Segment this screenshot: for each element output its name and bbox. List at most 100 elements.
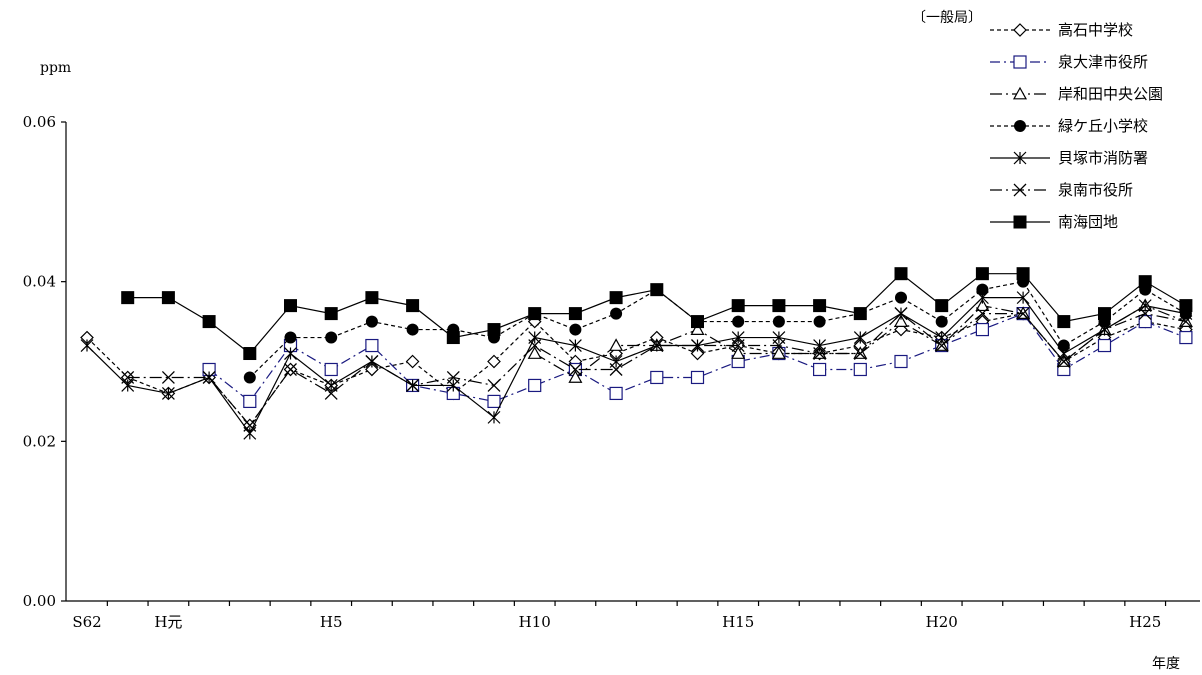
series-line <box>249 280 1187 378</box>
legend-marker <box>1014 120 1026 132</box>
data-point <box>243 418 257 432</box>
data-point <box>527 346 542 359</box>
data-point <box>1016 291 1030 305</box>
data-point <box>1138 275 1152 289</box>
data-point <box>487 354 501 369</box>
x-tick-label: H20 <box>926 613 958 631</box>
data-point <box>487 378 501 392</box>
data-point <box>121 371 135 384</box>
data-point <box>405 354 420 369</box>
data-point <box>243 347 257 361</box>
data-point <box>1098 307 1111 321</box>
data-point <box>121 291 135 305</box>
data-point <box>813 315 826 328</box>
legend-label: 貝塚市消防署 <box>1058 149 1148 167</box>
data-point <box>690 370 705 385</box>
data-point <box>568 363 582 376</box>
data-point <box>935 339 949 352</box>
data-point <box>690 346 705 361</box>
legend-label: 岸和田中央公園 <box>1058 85 1163 103</box>
y-tick-label: 0.04 <box>23 273 56 291</box>
data-point <box>1057 315 1071 329</box>
data-point <box>732 315 745 328</box>
data-point <box>1016 267 1030 281</box>
data-point <box>894 307 908 321</box>
series-7 <box>121 267 1193 361</box>
axes: 0.00 0.02 0.04 0.06 S62 H元 H5 H10 H15 H20 H25 <box>23 113 1200 631</box>
data-point <box>325 331 338 344</box>
data-point <box>161 371 175 384</box>
data-point <box>650 370 664 385</box>
data-point <box>161 387 175 400</box>
data-point <box>202 315 216 329</box>
data-point <box>161 291 175 305</box>
data-point <box>1097 338 1112 353</box>
data-point <box>406 299 420 313</box>
legend-entry: 高石中学校 <box>990 21 1133 39</box>
data-point <box>731 299 745 313</box>
y-tick-label: 0.02 <box>23 432 56 450</box>
legend-entry: 岸和田中央公園 <box>990 85 1163 103</box>
series-layer <box>80 267 1193 440</box>
x-tick-label: H5 <box>320 613 343 631</box>
data-point <box>365 355 379 368</box>
data-point <box>1138 307 1152 321</box>
data-point <box>324 307 338 321</box>
data-point <box>894 267 908 281</box>
data-point <box>976 283 989 296</box>
data-point <box>772 299 786 313</box>
data-point <box>609 338 624 351</box>
x-axis-label: 年度 <box>1152 656 1180 672</box>
data-point <box>487 394 501 409</box>
data-point <box>446 371 460 384</box>
data-point <box>772 339 786 352</box>
data-point <box>853 362 867 377</box>
data-point <box>284 299 297 313</box>
legend-marker <box>1013 215 1027 229</box>
series-line <box>127 312 1187 427</box>
data-point <box>771 346 786 359</box>
data-point <box>446 331 460 345</box>
data-point <box>365 362 379 377</box>
data-point <box>568 370 583 383</box>
legend-label: 泉南市役所 <box>1058 181 1133 199</box>
data-point <box>365 338 379 353</box>
data-point <box>284 363 297 376</box>
data-point <box>609 363 623 376</box>
data-point <box>1057 355 1071 368</box>
data-point <box>365 315 378 328</box>
data-point <box>202 371 216 384</box>
x-tick-label: H15 <box>722 613 754 631</box>
legend-marker <box>1012 86 1028 100</box>
data-point <box>975 298 990 312</box>
x-tick-label: H10 <box>519 613 551 631</box>
legend-marker <box>1013 55 1027 69</box>
data-point <box>569 323 582 336</box>
data-point <box>894 354 908 369</box>
station-type-label: 〔一般局〕 <box>912 10 982 26</box>
data-point <box>1016 307 1030 321</box>
data-point <box>1098 323 1111 337</box>
data-point <box>935 315 948 328</box>
data-point <box>243 394 257 409</box>
data-point <box>975 322 990 337</box>
data-point <box>609 291 623 305</box>
data-point <box>1138 314 1152 329</box>
data-point <box>324 386 338 400</box>
data-point <box>691 315 704 329</box>
data-point <box>324 362 338 377</box>
data-point <box>528 339 542 352</box>
data-point <box>731 339 745 352</box>
y-tick-label: 0.06 <box>23 113 56 131</box>
data-point <box>935 299 949 313</box>
data-point <box>691 339 704 352</box>
data-point <box>528 378 542 393</box>
data-point <box>568 307 582 321</box>
x-tick-label: H25 <box>1129 613 1161 631</box>
x-tick-label: S62 <box>72 613 101 631</box>
legend-label: 高石中学校 <box>1058 21 1133 39</box>
data-point <box>1179 315 1193 329</box>
data-point <box>406 323 419 336</box>
data-point <box>1179 330 1193 345</box>
